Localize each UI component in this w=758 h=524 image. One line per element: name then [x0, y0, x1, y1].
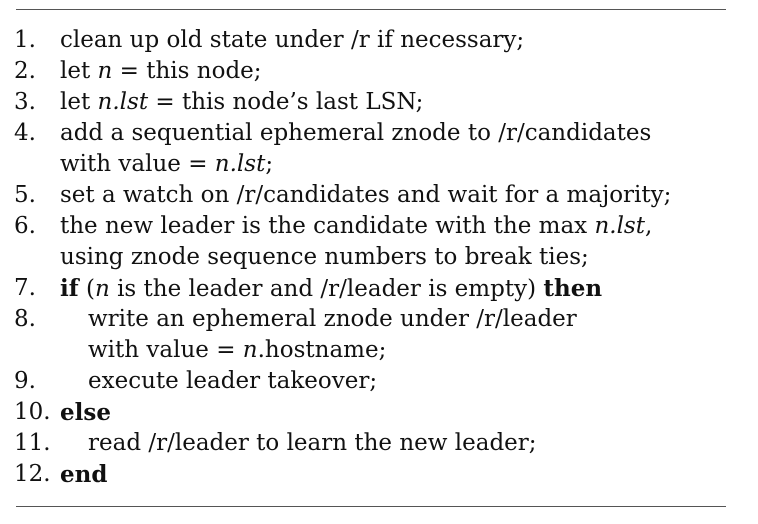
algorithm-line-4-continued: with value = n.lst;	[14, 149, 734, 180]
math-variable: n	[94, 276, 110, 302]
line-text: the new leader is the candidate with the…	[60, 213, 595, 239]
line-number: 12.	[14, 461, 51, 487]
keyword-end: end	[60, 461, 108, 488]
algorithm-line-3: 3. let n.lst = this node’s last LSN;	[14, 87, 734, 118]
algorithm-line-11: 11. read /r/leader to learn the new lead…	[14, 428, 734, 459]
algorithm-line-12: 12. end	[14, 459, 734, 490]
line-text: (	[78, 276, 95, 302]
line-number: 9.	[14, 368, 36, 394]
math-variable: n.lst	[594, 213, 645, 239]
line-number: 7.	[14, 275, 36, 301]
line-text: write an ephemeral znode under /r/leader	[88, 306, 577, 332]
algorithm-line-6-continued: using znode sequence numbers to break ti…	[14, 242, 734, 273]
line-text: set a watch on /r/candidates and wait fo…	[60, 182, 672, 208]
line-text: with value =	[88, 337, 243, 363]
line-text: let	[60, 89, 98, 115]
line-text: ,	[644, 213, 653, 239]
algorithm-line-8-continued: with value = n.hostname;	[14, 335, 734, 366]
keyword-else: else	[60, 399, 111, 426]
line-text: ;	[265, 151, 274, 177]
line-number: 3.	[14, 89, 36, 115]
line-number: 1.	[14, 27, 36, 53]
line-text: using znode sequence numbers to break ti…	[60, 244, 589, 270]
bottom-rule	[16, 506, 726, 507]
line-text: = this node’s last LSN;	[148, 89, 424, 115]
line-text: .hostname;	[257, 337, 387, 363]
algorithm-line-1: 1. clean up old state under /r if necess…	[14, 25, 734, 56]
algorithm-line-2: 2. let n = this node;	[14, 56, 734, 87]
keyword-if: if	[60, 275, 79, 302]
line-text: read /r/leader to learn the new leader;	[88, 430, 537, 456]
math-variable: n.lst	[214, 151, 266, 177]
keyword-then: then	[543, 275, 603, 302]
algorithm-line-5: 5. set a watch on /r/candidates and wait…	[14, 180, 734, 211]
line-number: 8.	[14, 306, 36, 332]
math-variable: n.lst	[97, 89, 149, 115]
line-number: 11.	[14, 430, 51, 456]
line-number: 2.	[14, 58, 36, 84]
line-text: add a sequential ephemeral znode to /r/c…	[60, 120, 652, 146]
math-variable: n	[242, 337, 258, 363]
line-number: 4.	[14, 120, 36, 146]
algorithm-line-8: 8. write an ephemeral znode under /r/lea…	[14, 304, 734, 335]
line-text: is the leader and /r/leader is empty)	[109, 276, 544, 302]
top-rule	[16, 9, 726, 10]
line-text: clean up old state under /r if necessary…	[60, 27, 525, 53]
line-number: 6.	[14, 213, 36, 239]
line-text: let	[60, 58, 98, 84]
line-text: execute leader takeover;	[88, 368, 378, 394]
line-text: = this node;	[112, 58, 262, 84]
algorithm-line-6: 6. the new leader is the candidate with …	[14, 211, 734, 242]
math-variable: n	[97, 58, 113, 84]
line-number: 5.	[14, 182, 36, 208]
algorithm-listing: 1. clean up old state under /r if necess…	[14, 25, 734, 490]
algorithm-line-10: 10. else	[14, 397, 734, 428]
line-number: 10.	[14, 399, 51, 425]
algorithm-line-7: 7. if (n is the leader and /r/leader is …	[14, 273, 734, 304]
algorithm-line-4: 4. add a sequential ephemeral znode to /…	[14, 118, 734, 149]
line-text: with value =	[60, 151, 215, 177]
algorithm-line-9: 9. execute leader takeover;	[14, 366, 734, 397]
